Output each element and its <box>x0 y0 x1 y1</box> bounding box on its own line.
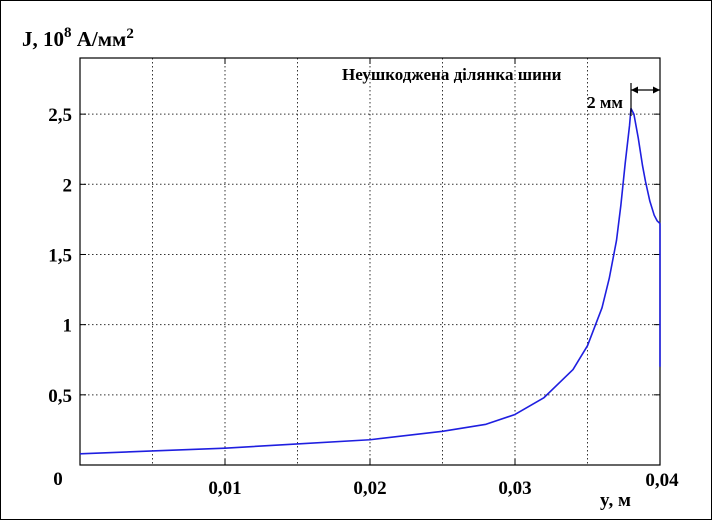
series-line <box>79 107 661 455</box>
y-axis-label-unit-exponent: 2 <box>126 26 134 42</box>
y-tick-labels: 0 0,5 1 1,5 2 2,5 <box>48 105 72 490</box>
y-axis-label-prefix: J, 10 <box>22 27 64 51</box>
x-axis-label: y, м <box>600 490 631 511</box>
tick-marks <box>80 58 661 465</box>
annotation-arrowhead-right <box>653 86 660 94</box>
x-tick-labels: 0,01 0,02 0,03 0,04 <box>208 470 679 499</box>
y-tick-label: 0,5 <box>48 386 72 407</box>
y-axis-label-unit: А/мм <box>72 27 127 51</box>
y-tick-label: 1 <box>63 316 73 337</box>
x-tick-label: 0,03 <box>498 478 531 499</box>
x-tick-label: 0,01 <box>208 478 241 499</box>
y-axis-label-exponent: 8 <box>64 25 72 41</box>
grid <box>80 58 660 465</box>
y-tick-label: 1,5 <box>48 245 72 266</box>
annotation-arrowhead-left <box>631 86 638 94</box>
y-tick-label: 2 <box>63 175 73 196</box>
y-tick-label: 2,5 <box>48 105 72 126</box>
annotation-text: Неушкоджена ділянка шини <box>342 65 562 84</box>
annotation-width-label: 2 мм <box>587 93 623 112</box>
x-tick-label: 0,04 <box>645 470 679 491</box>
y-tick-label: 0 <box>53 469 63 490</box>
annotation: Неушкоджена ділянка шини 2 мм <box>342 65 660 116</box>
y-axis-label: J, 108 А/мм2 <box>22 25 134 51</box>
x-tick-label: 0,02 <box>353 478 386 499</box>
